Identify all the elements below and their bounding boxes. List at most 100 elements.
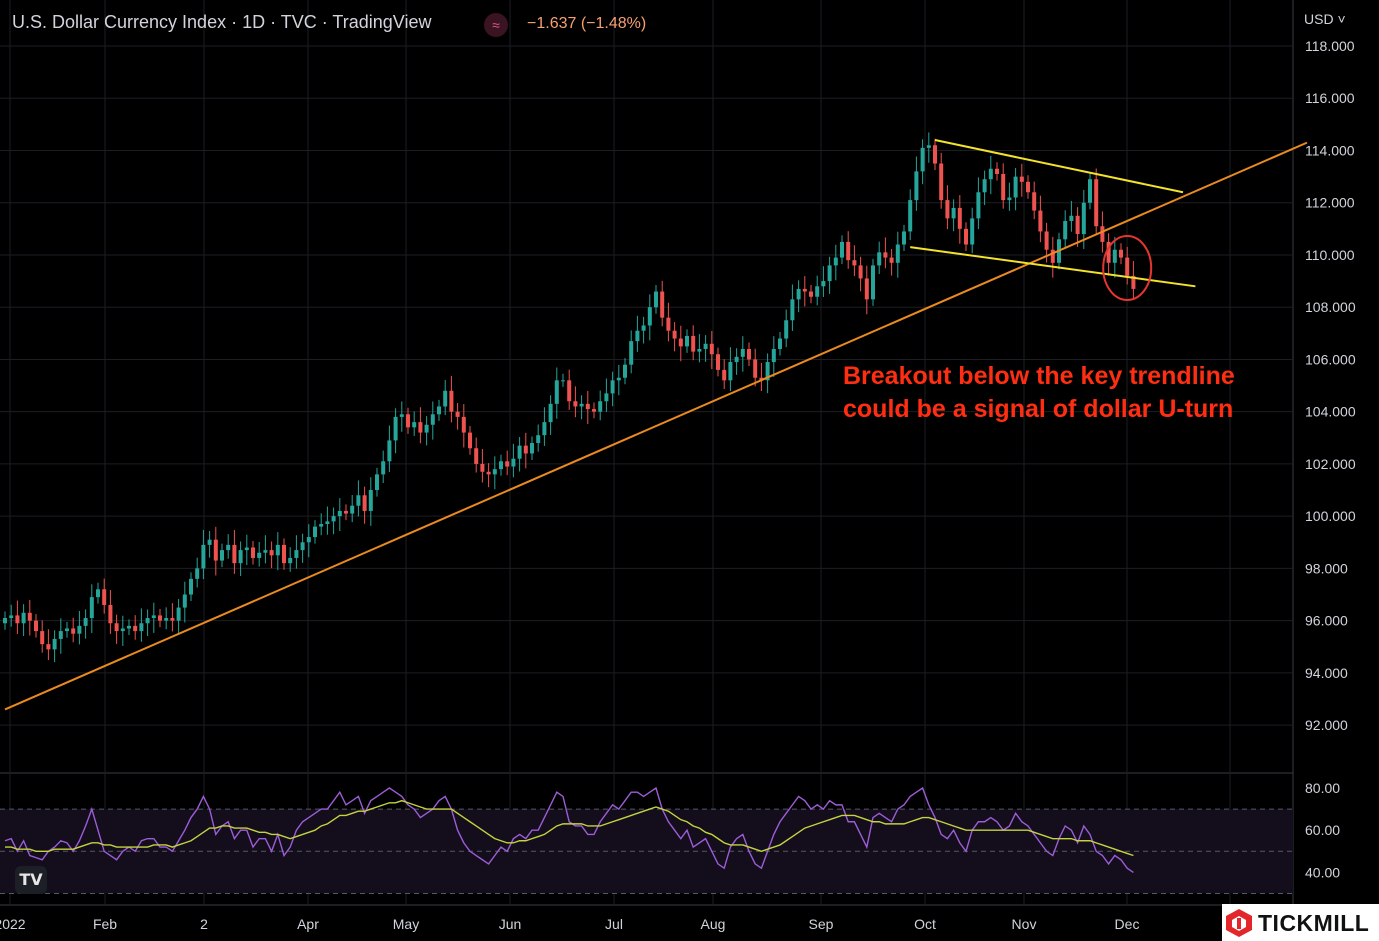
candle-body (1125, 257, 1130, 276)
rsi-band-fill (0, 809, 1293, 894)
candle-body (350, 505, 355, 514)
candle-body (300, 542, 305, 551)
candle-body (1112, 249, 1117, 263)
time-tick-label: Aug (701, 916, 726, 932)
candle-body (1119, 249, 1123, 258)
candle-body (15, 615, 20, 624)
candle-body (734, 356, 739, 363)
candle-body (443, 390, 448, 407)
candle-body (790, 299, 795, 321)
candle-body (685, 335, 689, 347)
candle-body (697, 348, 702, 352)
candle-body (716, 354, 720, 370)
candle-body (1007, 197, 1012, 201)
time-tick-label: Sep (809, 916, 834, 932)
candle-body (871, 265, 875, 300)
candle-body (1088, 179, 1092, 203)
price-tick-label: 108.000 (1305, 299, 1356, 315)
candle-body (77, 625, 82, 634)
candle-body (120, 628, 125, 632)
time-tick-label: Nov (1012, 916, 1037, 932)
candle-body (393, 416, 398, 441)
candle-body (412, 422, 417, 428)
candle-body (926, 145, 931, 148)
candle-body (914, 171, 919, 201)
candle-body (821, 281, 826, 287)
candle-body (176, 607, 181, 621)
candle-body (368, 490, 373, 511)
candle-body (474, 448, 479, 464)
candle-body (635, 330, 640, 342)
candle-body (511, 458, 516, 467)
candle-body (362, 495, 367, 511)
candle-body (753, 359, 758, 378)
price-tick-label: 106.000 (1305, 351, 1356, 367)
candle-body (232, 544, 237, 564)
price-tick-label: 110.000 (1305, 247, 1355, 263)
candle-body (201, 544, 206, 569)
candle-body (34, 620, 38, 632)
candle-body (988, 168, 993, 180)
candle-body (418, 422, 423, 433)
candle-body (108, 604, 113, 624)
candle-body (672, 330, 677, 339)
candle-body (52, 638, 57, 650)
approx-icon[interactable]: ≈ (484, 13, 508, 37)
candle-body (554, 380, 559, 404)
candle-body (957, 207, 962, 229)
candle-body (96, 589, 100, 598)
candle-body (902, 231, 906, 245)
candle-body (610, 380, 615, 394)
candle-body (1075, 215, 1080, 235)
price-tick-label: 100.000 (1305, 508, 1356, 524)
candle-body (1019, 176, 1024, 182)
candle-body (641, 325, 646, 331)
candle-body (46, 644, 51, 650)
candle-body (964, 228, 968, 245)
candle-body (189, 578, 193, 595)
candle-body (325, 521, 330, 524)
tradingview-logo-icon[interactable]: TV (15, 866, 47, 894)
annotation-line-1: Breakout below the key trendline (843, 362, 1235, 390)
channel-upper-line (934, 139, 1184, 194)
candle-body (269, 550, 274, 556)
candle-body (1081, 202, 1086, 235)
candle-body (499, 461, 503, 470)
candle-body (765, 362, 770, 381)
tickmill-logo-icon (1226, 909, 1252, 937)
time-tick-label: Apr (297, 916, 319, 932)
candle-body (982, 179, 987, 193)
chart-annotation: Breakout below the key trendline could b… (843, 360, 1235, 426)
candle-body (83, 618, 88, 626)
candle-body (703, 343, 708, 349)
candle-body (604, 393, 609, 402)
candle-body (313, 526, 317, 538)
candle-body (449, 390, 454, 412)
support-trendline (4, 141, 1308, 711)
time-tick-label: Oct (914, 916, 936, 932)
candle-body (213, 539, 218, 561)
candle-body (1013, 176, 1018, 198)
candle-body (542, 422, 547, 436)
candle-body (809, 291, 813, 297)
candle-body (337, 510, 342, 517)
candle-body (331, 516, 336, 522)
candle-body (387, 440, 392, 462)
currency-selector[interactable]: USD ˅ (1304, 11, 1346, 27)
annotation-line-2: could be a signal of dollar U-turn (843, 395, 1234, 423)
price-tick-label: 102.000 (1305, 456, 1356, 472)
brand-name: TICKMILL (1258, 910, 1370, 936)
price-change: −1.637 (−1.48%) (527, 15, 647, 32)
price-tick-label: 96.000 (1305, 613, 1348, 629)
candle-body (815, 286, 820, 297)
candle-body (1106, 241, 1111, 263)
candle-body (89, 597, 94, 619)
time-tick-label: 2 (200, 916, 208, 932)
candle-body (356, 495, 361, 506)
candle-body (263, 550, 268, 553)
candle-body (1050, 249, 1055, 263)
candle-body (945, 200, 950, 219)
candle-body (802, 288, 807, 292)
candle-body (709, 343, 714, 355)
